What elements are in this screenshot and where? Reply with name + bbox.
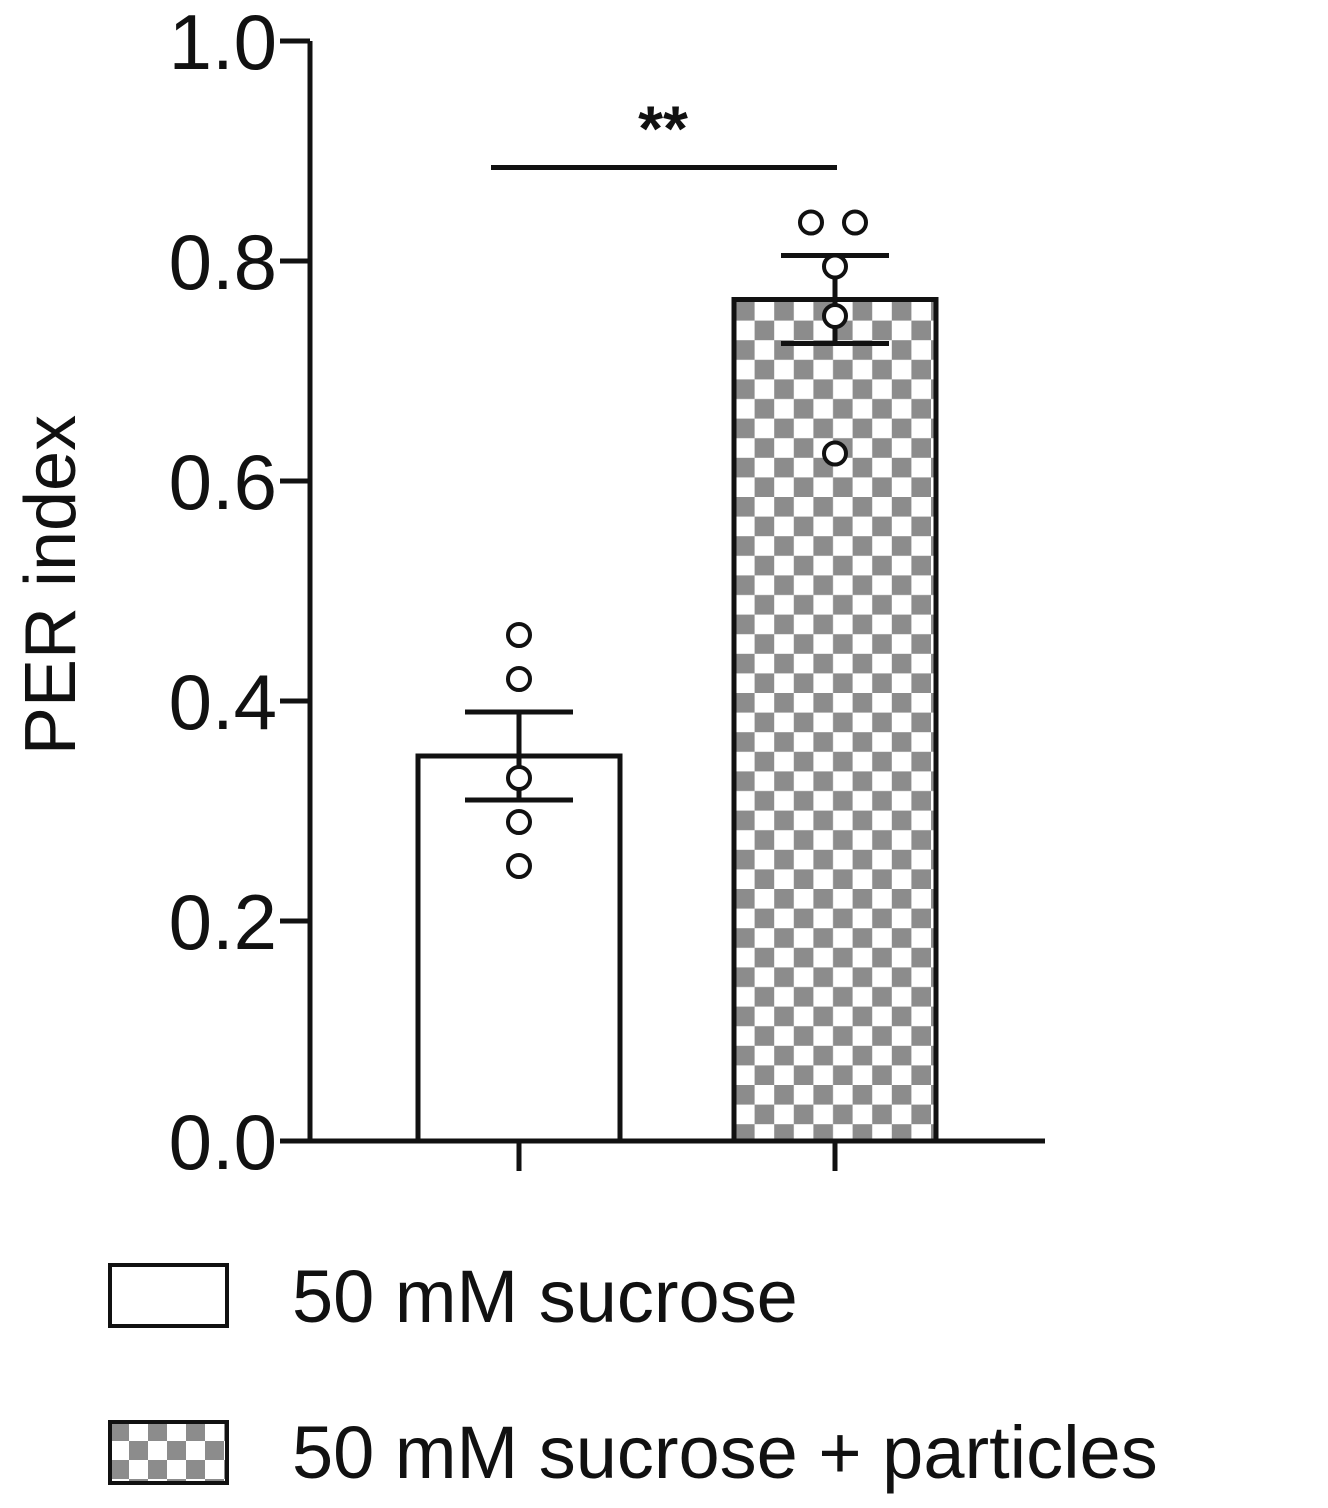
y-tick-label: 0.6 bbox=[169, 438, 277, 526]
data-point bbox=[822, 253, 848, 280]
y-tick-label: 0.4 bbox=[169, 658, 277, 746]
legend-swatch-particles bbox=[108, 1420, 229, 1485]
data-point bbox=[506, 853, 532, 879]
bar-sucrose-particles bbox=[731, 297, 939, 1144]
y-tick-label: 0.2 bbox=[169, 878, 277, 966]
x-ticks bbox=[516, 1141, 838, 1171]
data-point bbox=[822, 303, 848, 329]
significance-label: ** bbox=[638, 93, 688, 165]
y-tick-label: 0.8 bbox=[169, 218, 277, 306]
legend-swatch-sucrose bbox=[108, 1263, 229, 1328]
y-axis-label: PER index bbox=[11, 415, 91, 755]
data-point bbox=[506, 765, 532, 791]
data-point bbox=[506, 622, 532, 648]
data-point bbox=[798, 209, 824, 236]
legend-label-particles: 50 mM sucrose + particles bbox=[292, 1411, 1158, 1494]
bars bbox=[415, 297, 939, 1144]
data-point bbox=[506, 666, 532, 692]
data-point bbox=[822, 440, 848, 467]
legend: 50 mM sucrose 50 mM sucrose + particles bbox=[108, 1255, 1158, 1494]
data-point bbox=[842, 209, 868, 236]
data-point bbox=[506, 809, 532, 835]
y-tick-label: 0.0 bbox=[169, 1098, 277, 1186]
data-points bbox=[506, 209, 868, 879]
y-ticks: 0.0 0.2 0.4 0.6 0.8 1.0 bbox=[169, 0, 310, 1186]
y-tick-label: 1.0 bbox=[169, 0, 277, 86]
legend-label-sucrose: 50 mM sucrose bbox=[292, 1255, 798, 1338]
